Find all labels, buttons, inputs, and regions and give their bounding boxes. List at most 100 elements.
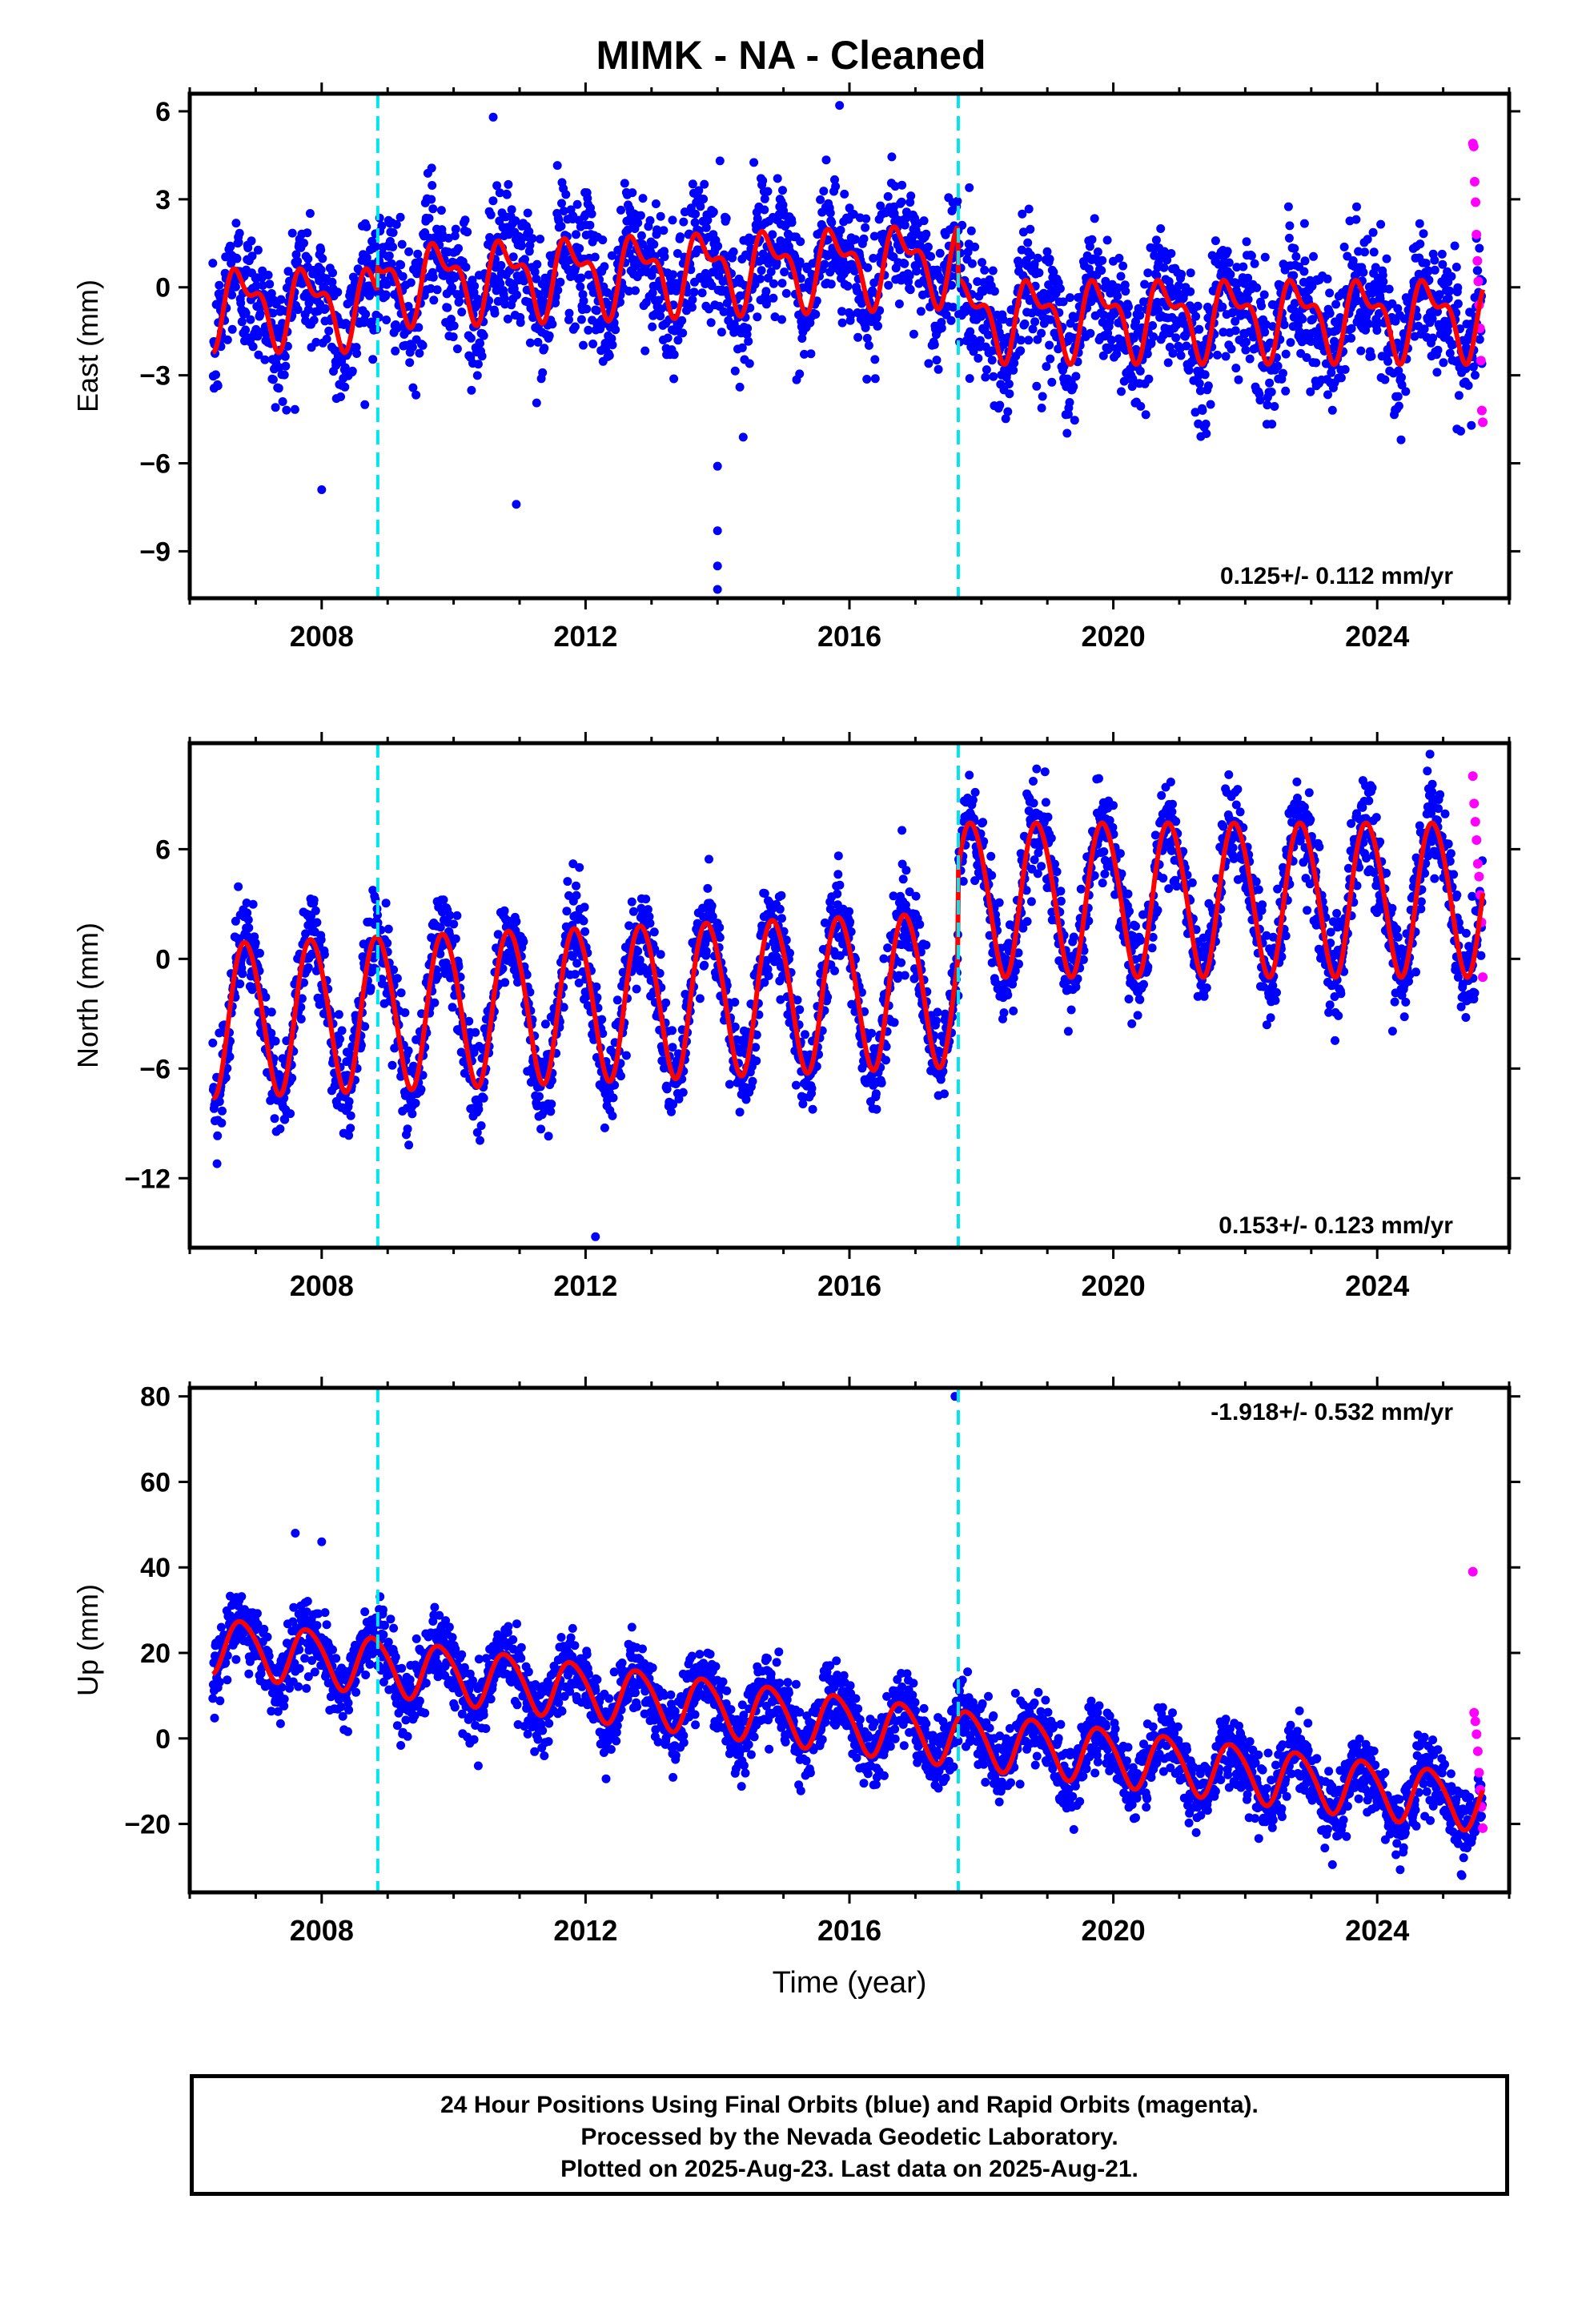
data-point bbox=[1047, 377, 1057, 387]
data-point bbox=[490, 308, 500, 318]
data-point bbox=[777, 891, 786, 900]
data-point bbox=[668, 215, 677, 225]
data-point bbox=[1421, 259, 1431, 268]
data-point bbox=[621, 1051, 631, 1060]
data-point bbox=[551, 292, 560, 302]
data-point bbox=[743, 324, 753, 333]
data-point bbox=[911, 891, 921, 901]
data-point bbox=[261, 992, 271, 1002]
data-point bbox=[388, 242, 398, 251]
data-point bbox=[760, 194, 769, 203]
data-point bbox=[316, 935, 326, 944]
data-point bbox=[999, 1008, 1009, 1018]
data-point bbox=[237, 317, 247, 327]
data-point bbox=[346, 1124, 355, 1133]
data-point bbox=[709, 207, 718, 217]
data-point bbox=[1351, 215, 1361, 224]
data-point bbox=[940, 1089, 949, 1099]
data-point bbox=[452, 344, 462, 354]
data-point bbox=[1375, 294, 1385, 304]
data-point bbox=[392, 974, 402, 983]
data-point bbox=[576, 315, 586, 324]
data-point bbox=[871, 1089, 881, 1099]
data-point bbox=[1233, 279, 1243, 288]
data-point bbox=[870, 374, 880, 384]
data-point bbox=[748, 1076, 757, 1086]
data-point bbox=[1255, 396, 1265, 405]
data-point bbox=[780, 267, 789, 277]
data-point bbox=[1443, 327, 1452, 336]
data-point bbox=[1393, 304, 1403, 313]
data-point bbox=[1231, 364, 1241, 373]
data-point bbox=[258, 281, 267, 290]
data-point bbox=[1024, 336, 1034, 345]
data-point bbox=[282, 405, 291, 415]
data-point bbox=[797, 334, 807, 343]
data-point bbox=[1028, 324, 1038, 334]
data-point bbox=[486, 210, 496, 219]
data-point bbox=[1380, 375, 1390, 384]
data-point bbox=[1471, 371, 1480, 380]
data-point bbox=[1202, 429, 1211, 438]
data-point bbox=[915, 919, 925, 929]
data-point bbox=[303, 305, 313, 315]
data-point bbox=[1097, 266, 1106, 275]
rapid-point bbox=[1469, 176, 1480, 187]
data-point bbox=[1063, 409, 1073, 419]
data-point bbox=[620, 179, 629, 188]
data-point bbox=[1136, 401, 1146, 411]
data-point bbox=[633, 947, 643, 956]
data-point bbox=[328, 268, 337, 278]
data-point bbox=[1453, 283, 1463, 292]
data-point bbox=[845, 907, 853, 916]
data-point bbox=[735, 382, 745, 392]
data-point bbox=[668, 1043, 677, 1052]
data-point bbox=[520, 276, 528, 286]
data-point bbox=[365, 291, 374, 300]
data-point bbox=[561, 190, 571, 199]
data-point bbox=[253, 245, 263, 255]
data-point bbox=[449, 919, 459, 929]
data-point bbox=[547, 1100, 556, 1109]
data-point bbox=[535, 1092, 544, 1101]
data-point bbox=[849, 210, 858, 219]
data-point bbox=[316, 265, 326, 275]
data-point bbox=[900, 220, 909, 230]
rapid-point bbox=[1476, 356, 1486, 366]
data-point bbox=[981, 372, 990, 382]
outlier-point bbox=[713, 461, 722, 471]
data-point bbox=[1032, 381, 1042, 391]
data-point bbox=[1382, 254, 1391, 263]
outlier-point bbox=[488, 112, 498, 122]
data-point bbox=[1026, 224, 1035, 234]
data-point bbox=[244, 923, 254, 933]
data-point bbox=[636, 231, 646, 240]
data-point bbox=[1069, 382, 1078, 392]
data-point bbox=[1267, 388, 1276, 396]
data-point bbox=[1114, 253, 1124, 263]
data-point bbox=[870, 355, 880, 364]
data-point bbox=[1290, 243, 1299, 253]
data-point bbox=[934, 364, 943, 374]
data-point bbox=[255, 948, 264, 958]
data-point bbox=[701, 947, 711, 956]
data-point bbox=[408, 383, 418, 392]
data-point bbox=[1151, 235, 1161, 245]
data-point bbox=[311, 337, 321, 347]
data-point bbox=[1030, 317, 1040, 327]
data-point bbox=[1415, 239, 1425, 249]
velocity-annotation: 0.125+/- 0.112 mm/yr bbox=[1220, 563, 1453, 589]
data-point bbox=[1121, 287, 1130, 296]
data-point bbox=[689, 287, 699, 297]
data-point bbox=[1174, 281, 1183, 291]
outlier-point bbox=[713, 561, 722, 571]
data-point bbox=[344, 1131, 354, 1140]
data-point bbox=[641, 895, 651, 904]
data-point bbox=[536, 1124, 546, 1134]
data-point bbox=[1005, 389, 1014, 399]
data-point bbox=[862, 375, 872, 384]
data-point bbox=[1356, 346, 1366, 356]
data-point bbox=[688, 295, 697, 304]
data-point bbox=[872, 1104, 881, 1114]
